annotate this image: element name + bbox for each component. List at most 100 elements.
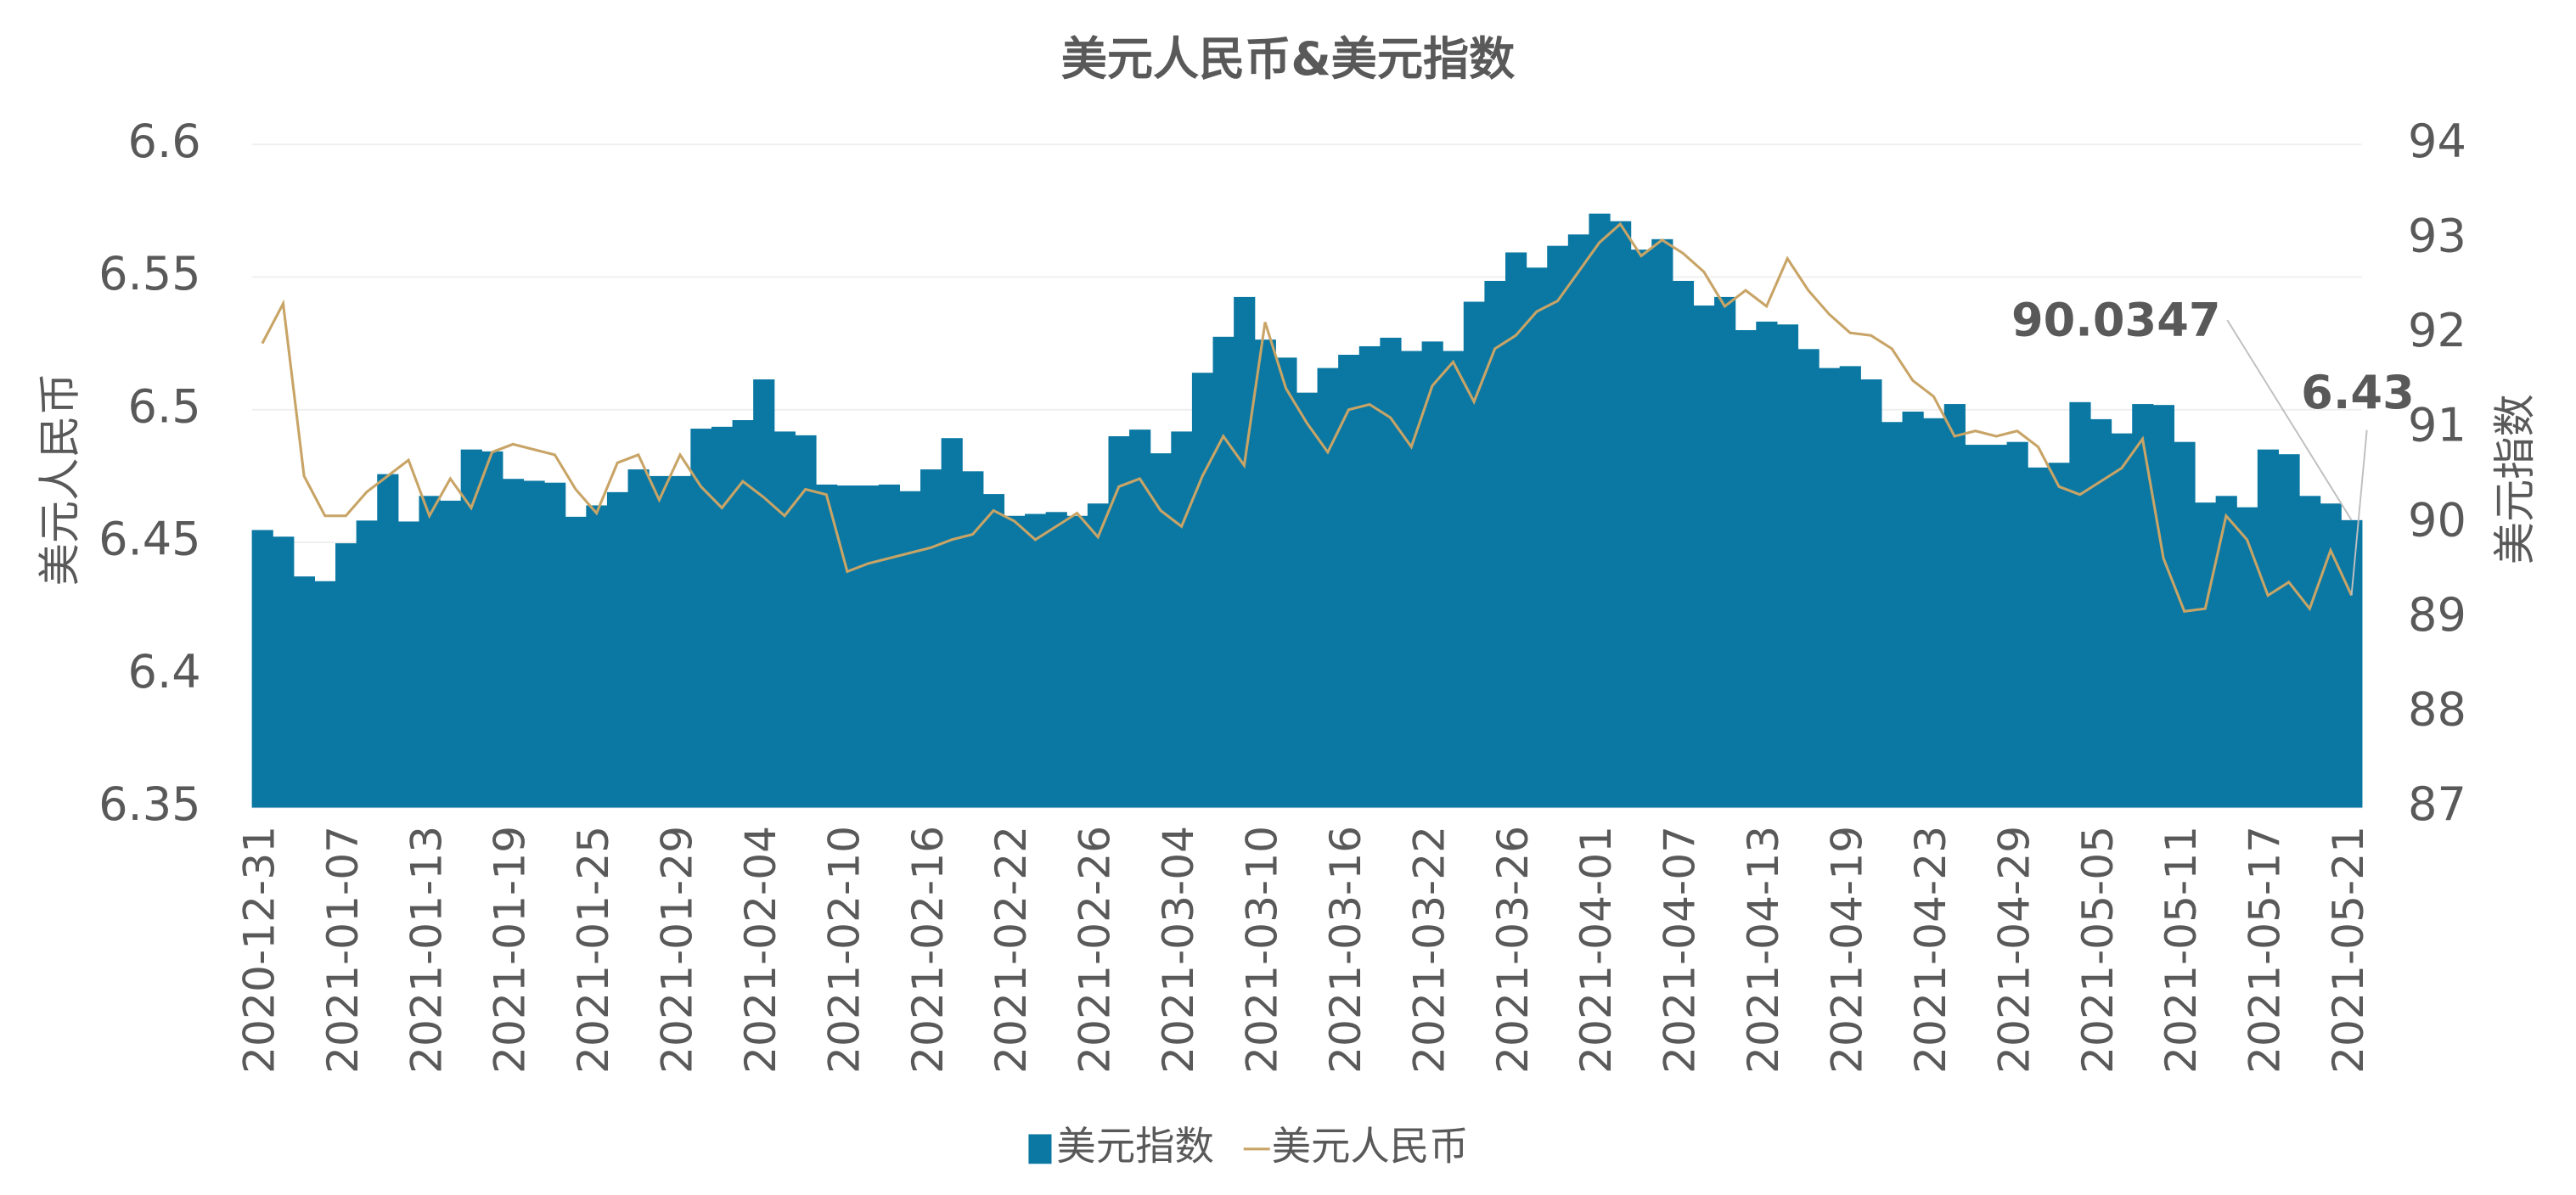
line — [261, 222, 2353, 613]
data-label: 90.0347 — [2011, 294, 2221, 347]
bar — [1651, 238, 1673, 808]
bar — [941, 438, 963, 808]
bar — [1630, 250, 1652, 808]
bar — [1254, 339, 1276, 808]
bar — [1275, 357, 1297, 808]
x-tick-label: 2021-02-04 — [735, 826, 785, 1074]
bar — [649, 475, 671, 808]
bar — [1380, 337, 1402, 808]
legend-label: 美元指数 — [1056, 1123, 1214, 1169]
bar — [419, 496, 441, 808]
bar — [2278, 454, 2300, 808]
bar — [1400, 351, 1423, 808]
bar — [711, 426, 734, 808]
bar — [481, 451, 503, 808]
x-tick-label: 2021-02-16 — [903, 826, 953, 1074]
bar — [2089, 418, 2112, 808]
bar — [586, 505, 608, 808]
bar — [753, 379, 775, 808]
bar — [523, 480, 545, 808]
x-tick-label: 2021-04-19 — [1822, 826, 1872, 1074]
y2-tick-label: 88 — [2408, 683, 2466, 737]
bar — [1004, 515, 1026, 808]
bar — [1463, 301, 1485, 808]
bar — [899, 491, 921, 808]
bar — [1965, 445, 1987, 808]
bar — [2257, 449, 2280, 808]
bar — [669, 475, 691, 808]
x-tick-label: 2020-12-31 — [233, 826, 284, 1074]
bar — [2006, 441, 2028, 808]
y2-tick-label: 93 — [2408, 209, 2466, 262]
bar — [1129, 429, 1151, 808]
bar — [2132, 404, 2154, 808]
bar — [1756, 321, 1778, 808]
bar — [606, 491, 629, 808]
x-tick-label: 2021-02-10 — [818, 826, 869, 1074]
bar — [1547, 245, 1569, 808]
bar — [1191, 373, 1214, 808]
x-tick-label: 2021-01-29 — [652, 826, 702, 1074]
bar — [460, 449, 482, 808]
bar — [1860, 379, 1882, 808]
x-tick-label: 2021-04-13 — [1738, 826, 1788, 1074]
y2-tick-label: 90 — [2408, 493, 2466, 547]
bar — [690, 429, 712, 808]
bar — [982, 494, 1005, 808]
x-tick-label: 2021-04-07 — [1655, 826, 1705, 1074]
y2-tick-label: 89 — [2408, 588, 2466, 642]
legend-label: 美元人民币 — [1272, 1123, 1469, 1169]
bar — [356, 520, 378, 808]
y-axis-title: 美元人民币 — [35, 373, 85, 586]
x-tick-label: 2021-03-04 — [1153, 826, 1203, 1074]
bar — [836, 485, 858, 808]
x-tick-label: 2021-04-01 — [1571, 826, 1621, 1074]
bar — [314, 581, 336, 808]
bar — [962, 471, 984, 808]
bar — [815, 484, 838, 808]
x-tick-label: 2021-04-23 — [1905, 826, 1955, 1074]
bar — [1610, 221, 1632, 808]
bar — [1589, 213, 1611, 808]
bar — [1923, 418, 1945, 808]
y2-axis-title: 美元指数 — [2489, 394, 2539, 564]
bar — [1943, 404, 1966, 808]
chart-title: 美元人民币&美元指数 — [1061, 32, 1516, 86]
bar — [2111, 433, 2133, 808]
bar — [1212, 336, 1235, 808]
bar — [1108, 435, 1130, 808]
bar — [397, 521, 420, 808]
x-tick-label: 2021-05-05 — [2073, 826, 2123, 1074]
bar — [1087, 503, 1110, 808]
y-tick-label: 6.4 — [128, 645, 201, 698]
bar — [2320, 503, 2342, 808]
bar — [1776, 324, 1799, 808]
x-tick-label: 2021-03-26 — [1488, 826, 1538, 1074]
bar — [1672, 280, 1695, 808]
bar — [1234, 296, 1256, 808]
bar — [293, 576, 316, 808]
x-tick-label: 2021-01-13 — [401, 826, 451, 1074]
bar — [732, 420, 754, 808]
y-tick-label: 6.6 — [128, 115, 201, 168]
bar — [1421, 341, 1443, 808]
bar — [920, 469, 942, 808]
bar — [2236, 507, 2258, 808]
bar — [1797, 349, 1820, 808]
bar — [1881, 422, 1904, 808]
bar — [440, 500, 462, 808]
bar — [1902, 411, 1924, 808]
x-tick-label: 2021-04-29 — [1988, 826, 2039, 1074]
x-tick-label: 2021-03-16 — [1320, 826, 1370, 1074]
bar — [1066, 515, 1088, 808]
x-tick-label: 2021-03-22 — [1403, 826, 1454, 1074]
y2-tick-label: 92 — [2408, 304, 2466, 357]
bar — [502, 479, 525, 808]
legend-swatch — [1028, 1134, 1052, 1164]
x-tick-label: 2021-01-19 — [485, 826, 535, 1074]
x-tick-label: 2021-05-11 — [2156, 826, 2206, 1074]
bar — [1839, 366, 1861, 808]
x-tick-label: 2021-01-25 — [568, 826, 618, 1074]
